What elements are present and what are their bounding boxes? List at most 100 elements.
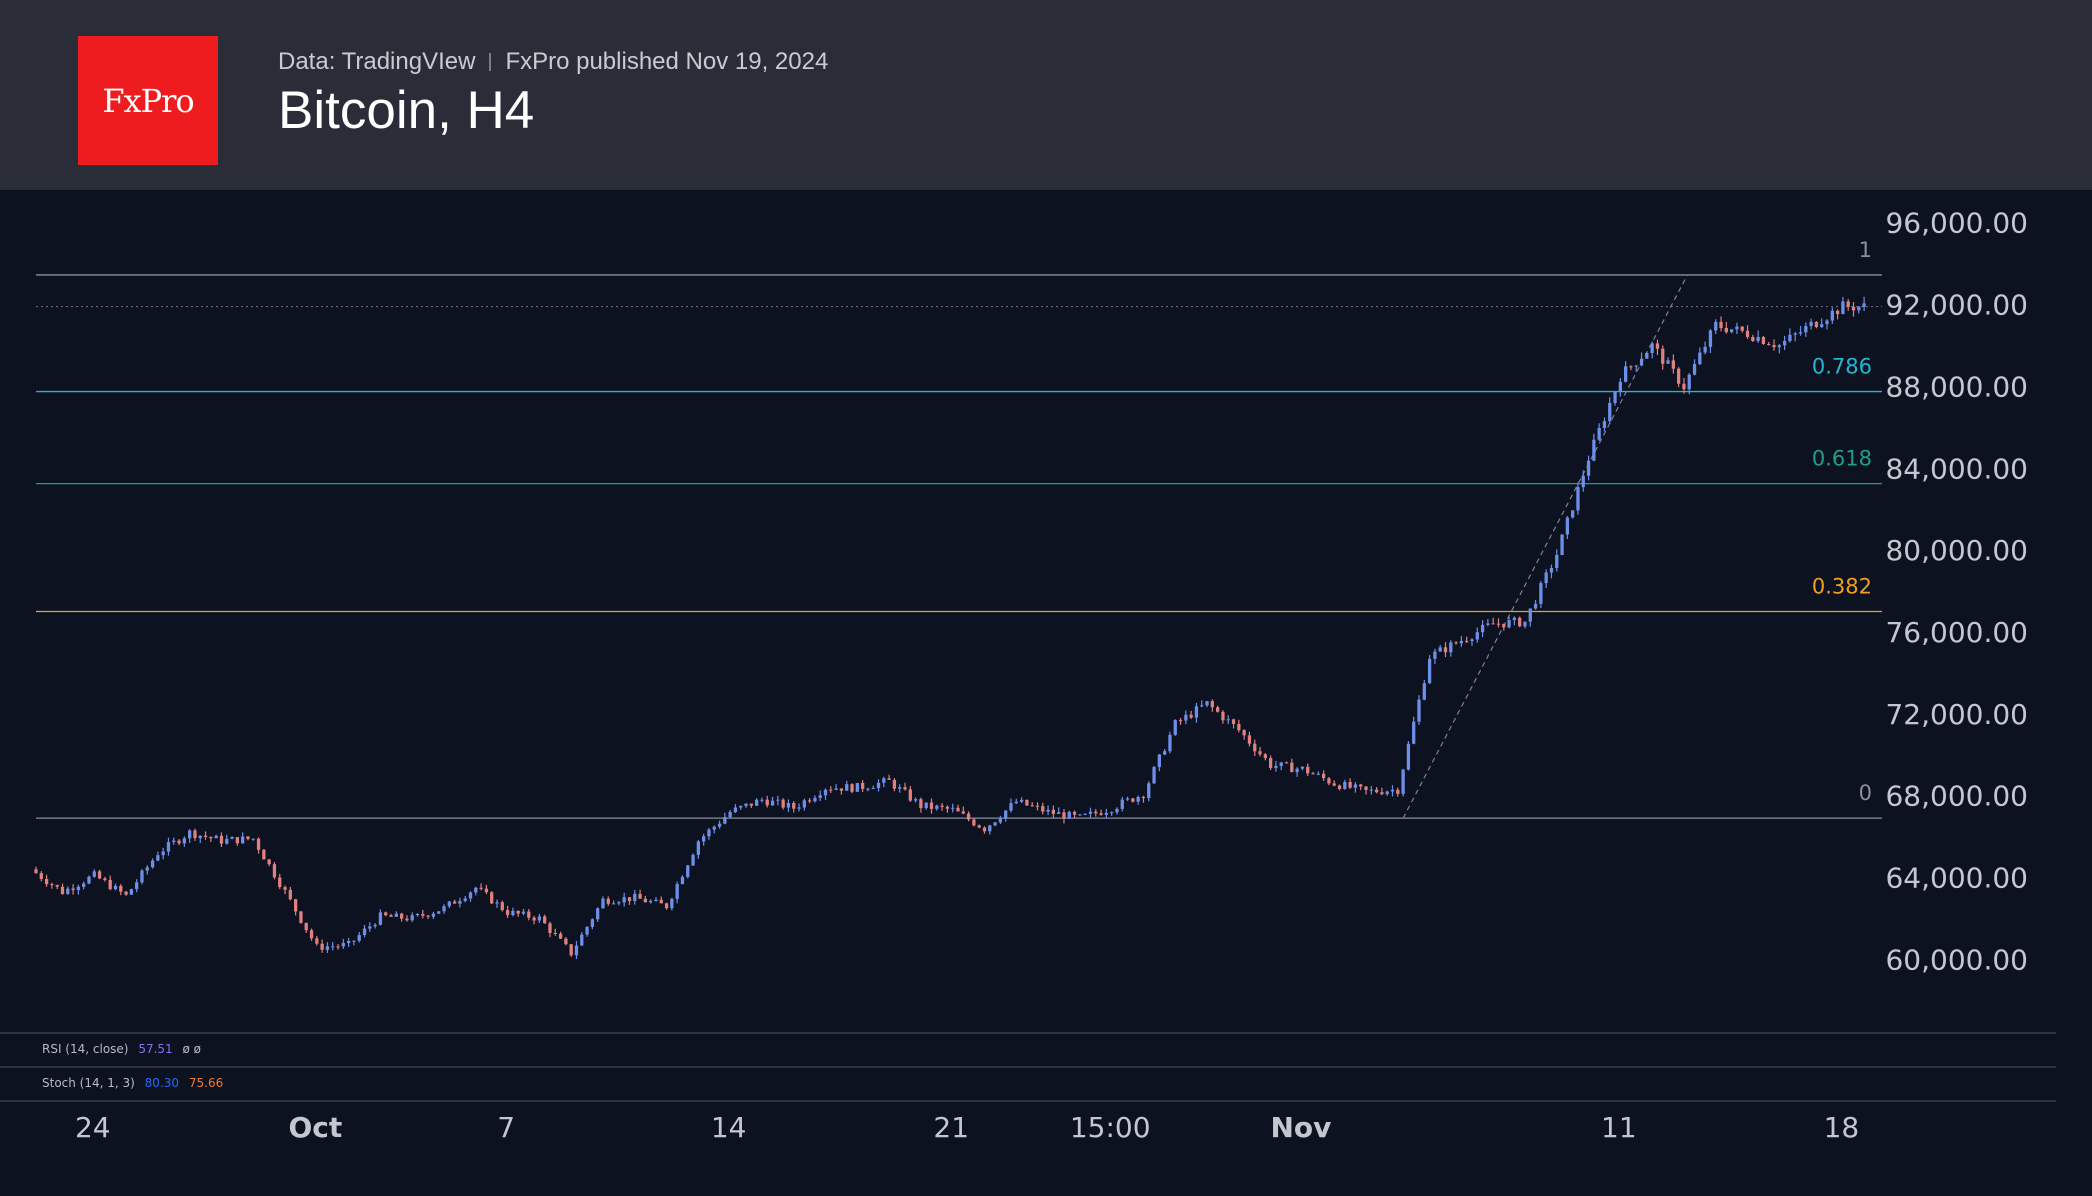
candle-body [993, 822, 997, 826]
candle-body [1221, 711, 1225, 721]
candle-body [1677, 368, 1681, 384]
candle [887, 774, 891, 780]
candle-body [919, 799, 923, 809]
candle-body [1613, 391, 1617, 403]
candle-body [1353, 784, 1358, 788]
candle [172, 837, 176, 845]
candle [468, 891, 473, 902]
candle-body [1682, 383, 1686, 390]
candle [182, 836, 187, 847]
candle [225, 834, 229, 845]
candle-body [315, 938, 319, 944]
candle-body [44, 878, 49, 885]
candle-body [1205, 701, 1209, 706]
candle [71, 884, 75, 895]
candle-body [219, 835, 224, 844]
candle-body [124, 891, 128, 895]
candle [55, 884, 59, 890]
candle-body [770, 800, 775, 806]
candle [1465, 636, 1469, 643]
candle-body [71, 888, 75, 891]
stoch-label: Stoch (14, 1, 3) 80.30 75.66 [42, 1076, 223, 1090]
candle-body [1019, 799, 1024, 802]
candle [1157, 754, 1161, 772]
candle-body [1518, 617, 1522, 627]
candle [882, 776, 886, 788]
candle-body [246, 836, 250, 840]
candle [1533, 600, 1538, 610]
candle-body [1083, 813, 1087, 815]
candle [739, 805, 743, 810]
candle-body [1772, 345, 1776, 348]
candle-body [458, 901, 462, 904]
candle-body [1576, 487, 1580, 511]
candle [1359, 783, 1363, 791]
candle [129, 888, 134, 895]
candle-body [1443, 647, 1448, 653]
candle [1417, 695, 1421, 725]
y-tick-label: 76,000.00 [1885, 616, 2028, 649]
candle [940, 802, 944, 811]
candle [892, 778, 897, 792]
candle [1004, 810, 1008, 822]
candle-body [1268, 758, 1273, 768]
candle [415, 913, 420, 917]
candle [1571, 510, 1575, 519]
candle [1115, 807, 1119, 815]
candle [135, 879, 139, 893]
candle-body [1523, 621, 1527, 627]
candle-body [649, 900, 653, 903]
candle-body [855, 783, 859, 792]
candle-body [103, 878, 107, 880]
candle [1761, 335, 1766, 345]
candle [871, 785, 875, 790]
candle [770, 796, 775, 806]
candle [1178, 717, 1183, 725]
candle-body [1761, 337, 1766, 345]
candle [617, 900, 621, 906]
candle [97, 869, 102, 880]
candle-body [1025, 799, 1029, 806]
candle-body [860, 783, 865, 789]
candle [1274, 761, 1278, 772]
stoch-name: Stoch (14, 1, 3) [42, 1076, 135, 1090]
candle [1820, 318, 1824, 328]
candle-body [1385, 791, 1389, 795]
fib-level-label: 0.382 [1812, 575, 1872, 599]
candle [1343, 779, 1347, 790]
candle [834, 784, 838, 791]
candle [1745, 325, 1750, 339]
candle-body [1412, 721, 1416, 744]
candle-body [1051, 809, 1056, 814]
candle-body [1470, 639, 1474, 641]
candle-body [66, 888, 70, 895]
candle-body [1279, 762, 1283, 766]
candle-body [1072, 811, 1077, 815]
candle-body [1253, 743, 1257, 752]
candle-body [362, 928, 367, 936]
candle-body [537, 916, 542, 921]
candle-body [230, 837, 234, 839]
candle-body [1835, 310, 1840, 315]
candle [574, 941, 579, 960]
candle-body [1745, 330, 1750, 338]
candle [1857, 306, 1861, 314]
candle [474, 886, 478, 896]
candle [442, 904, 446, 914]
candle-body [299, 911, 303, 923]
candle [1459, 635, 1464, 647]
candle [384, 911, 388, 917]
candle-body [717, 823, 722, 827]
candle [670, 897, 674, 911]
candle-body [1851, 306, 1856, 311]
candle [1438, 644, 1442, 652]
candle [1782, 335, 1787, 351]
candle [765, 795, 769, 808]
rsi-pane: RSI (14, close) 57.51 ø ø [42, 1042, 201, 1056]
candle-body [55, 885, 59, 887]
candle-body [1486, 623, 1490, 625]
candle-body [1125, 798, 1130, 800]
candle-body [1502, 623, 1506, 628]
candle [262, 849, 266, 860]
candle [1072, 810, 1077, 818]
